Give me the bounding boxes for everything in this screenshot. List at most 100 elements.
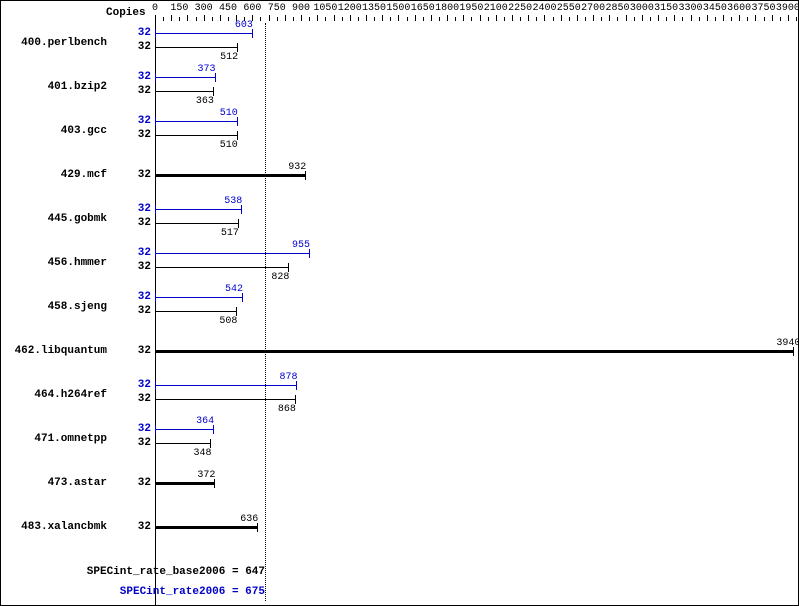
- benchmark-row: 458.sjeng3254232508: [1, 291, 798, 335]
- axis-tick: [699, 17, 700, 21]
- axis-tick: [204, 15, 205, 21]
- benchmark-row: 464.h264ref3287832868: [1, 379, 798, 423]
- base-copies: 32: [111, 129, 151, 141]
- base-bar: [155, 267, 289, 268]
- axis-tick-label: 3450: [703, 3, 727, 14]
- axis-tick: [496, 15, 497, 21]
- axis-tick: [220, 15, 221, 21]
- peak-copies: 32: [111, 115, 151, 127]
- base-value-label: 348: [193, 448, 211, 459]
- peak-value-label: 878: [279, 372, 297, 383]
- axis-tick-label: 1050: [313, 3, 337, 14]
- base-value-label: 636: [240, 514, 258, 525]
- axis-tick: [674, 15, 675, 21]
- benchmark-name: 464.h264ref: [34, 389, 107, 401]
- base-bar: [155, 482, 215, 485]
- peak-bar: [155, 429, 214, 430]
- base-bar: [155, 223, 239, 224]
- axis-tick-label: 1500: [386, 3, 410, 14]
- peak-value-label: 364: [196, 416, 214, 427]
- base-copies: 32: [111, 437, 151, 449]
- axis-tick-label: 1200: [338, 3, 362, 14]
- axis-tick: [780, 17, 781, 21]
- axis-tick: [293, 17, 294, 21]
- benchmark-row: 456.hmmer3295532828: [1, 247, 798, 291]
- base-bar-start: [155, 43, 156, 52]
- base-bar-start: [155, 87, 156, 96]
- benchmark-row: 473.astar32372: [1, 467, 798, 511]
- axis-tick: [301, 15, 302, 21]
- base-copies: 32: [111, 345, 151, 357]
- axis-tick: [691, 15, 692, 21]
- base-bar-end: [295, 395, 296, 404]
- spec-rate-chart: Copies0150300450600750900105012001350150…: [0, 0, 799, 606]
- axis-tick-label: 0: [152, 3, 158, 14]
- axis-tick: [512, 15, 513, 21]
- axis-tick: [358, 17, 359, 21]
- axis-tick-label: 3600: [727, 3, 751, 14]
- axis-tick: [682, 17, 683, 21]
- axis-tick: [179, 17, 180, 21]
- axis-tick: [707, 15, 708, 21]
- peak-copies: 32: [111, 291, 151, 303]
- peak-bar-start: [155, 249, 156, 258]
- peak-value-label: 603: [235, 20, 253, 31]
- benchmark-name: 401.bzip2: [48, 81, 107, 93]
- axis-tick-label: 3300: [679, 3, 703, 14]
- base-copies: 32: [111, 477, 151, 489]
- base-bar-end: [236, 307, 237, 316]
- base-bar: [155, 135, 238, 136]
- axis-tick: [755, 15, 756, 21]
- axis-tick-label: 3750: [752, 3, 776, 14]
- base-copies: 32: [111, 305, 151, 317]
- axis-tick: [390, 17, 391, 21]
- base-copies: 32: [111, 41, 151, 53]
- axis-tick-label: 2250: [508, 3, 532, 14]
- benchmark-name: 456.hmmer: [48, 257, 107, 269]
- base-bar-start: [155, 439, 156, 448]
- benchmark-name: 403.gcc: [61, 125, 107, 137]
- base-bar-start: [155, 307, 156, 316]
- axis-tick-label: 1950: [459, 3, 483, 14]
- benchmark-row: 401.bzip23237332363: [1, 71, 798, 115]
- base-bar-start: [155, 395, 156, 404]
- benchmark-name: 400.perlbench: [21, 37, 107, 49]
- axis-tick-label: 1800: [435, 3, 459, 14]
- axis-tick: [585, 17, 586, 21]
- axis-tick: [788, 15, 789, 21]
- axis-tick-label: 2700: [581, 3, 605, 14]
- axis-tick: [439, 17, 440, 21]
- axis-tick: [569, 17, 570, 21]
- peak-value-label: 538: [224, 196, 242, 207]
- base-copies: 32: [111, 393, 151, 405]
- benchmark-row: 483.xalancbmk32636: [1, 511, 798, 555]
- axis-tick: [285, 15, 286, 21]
- benchmark-name: 429.mcf: [61, 169, 107, 181]
- base-bar-end: [288, 263, 289, 272]
- axis-tick: [666, 17, 667, 21]
- base-value-label: 363: [196, 96, 214, 107]
- peak-copies: 32: [111, 379, 151, 391]
- base-bar: [155, 399, 296, 400]
- axis-tick: [561, 15, 562, 21]
- axis-tick-label: 2100: [484, 3, 508, 14]
- axis-tick: [407, 17, 408, 21]
- axis-tick: [366, 15, 367, 21]
- axis-tick: [260, 17, 261, 21]
- base-bar: [155, 443, 211, 444]
- benchmark-row: 429.mcf32932: [1, 159, 798, 203]
- axis-tick: [455, 17, 456, 21]
- axis-tick: [577, 15, 578, 21]
- axis-tick: [423, 17, 424, 21]
- base-bar-end: [238, 219, 239, 228]
- base-bar: [155, 526, 258, 529]
- base-bar-end: [213, 87, 214, 96]
- axis-tick: [463, 15, 464, 21]
- peak-copies: 32: [111, 71, 151, 83]
- axis-tick-label: 750: [268, 3, 286, 14]
- peak-bar: [155, 385, 297, 386]
- axis-tick: [334, 15, 335, 21]
- axis-tick-label: 2550: [557, 3, 581, 14]
- axis-tick-label: 150: [170, 3, 188, 14]
- peak-value-label: 373: [198, 64, 216, 75]
